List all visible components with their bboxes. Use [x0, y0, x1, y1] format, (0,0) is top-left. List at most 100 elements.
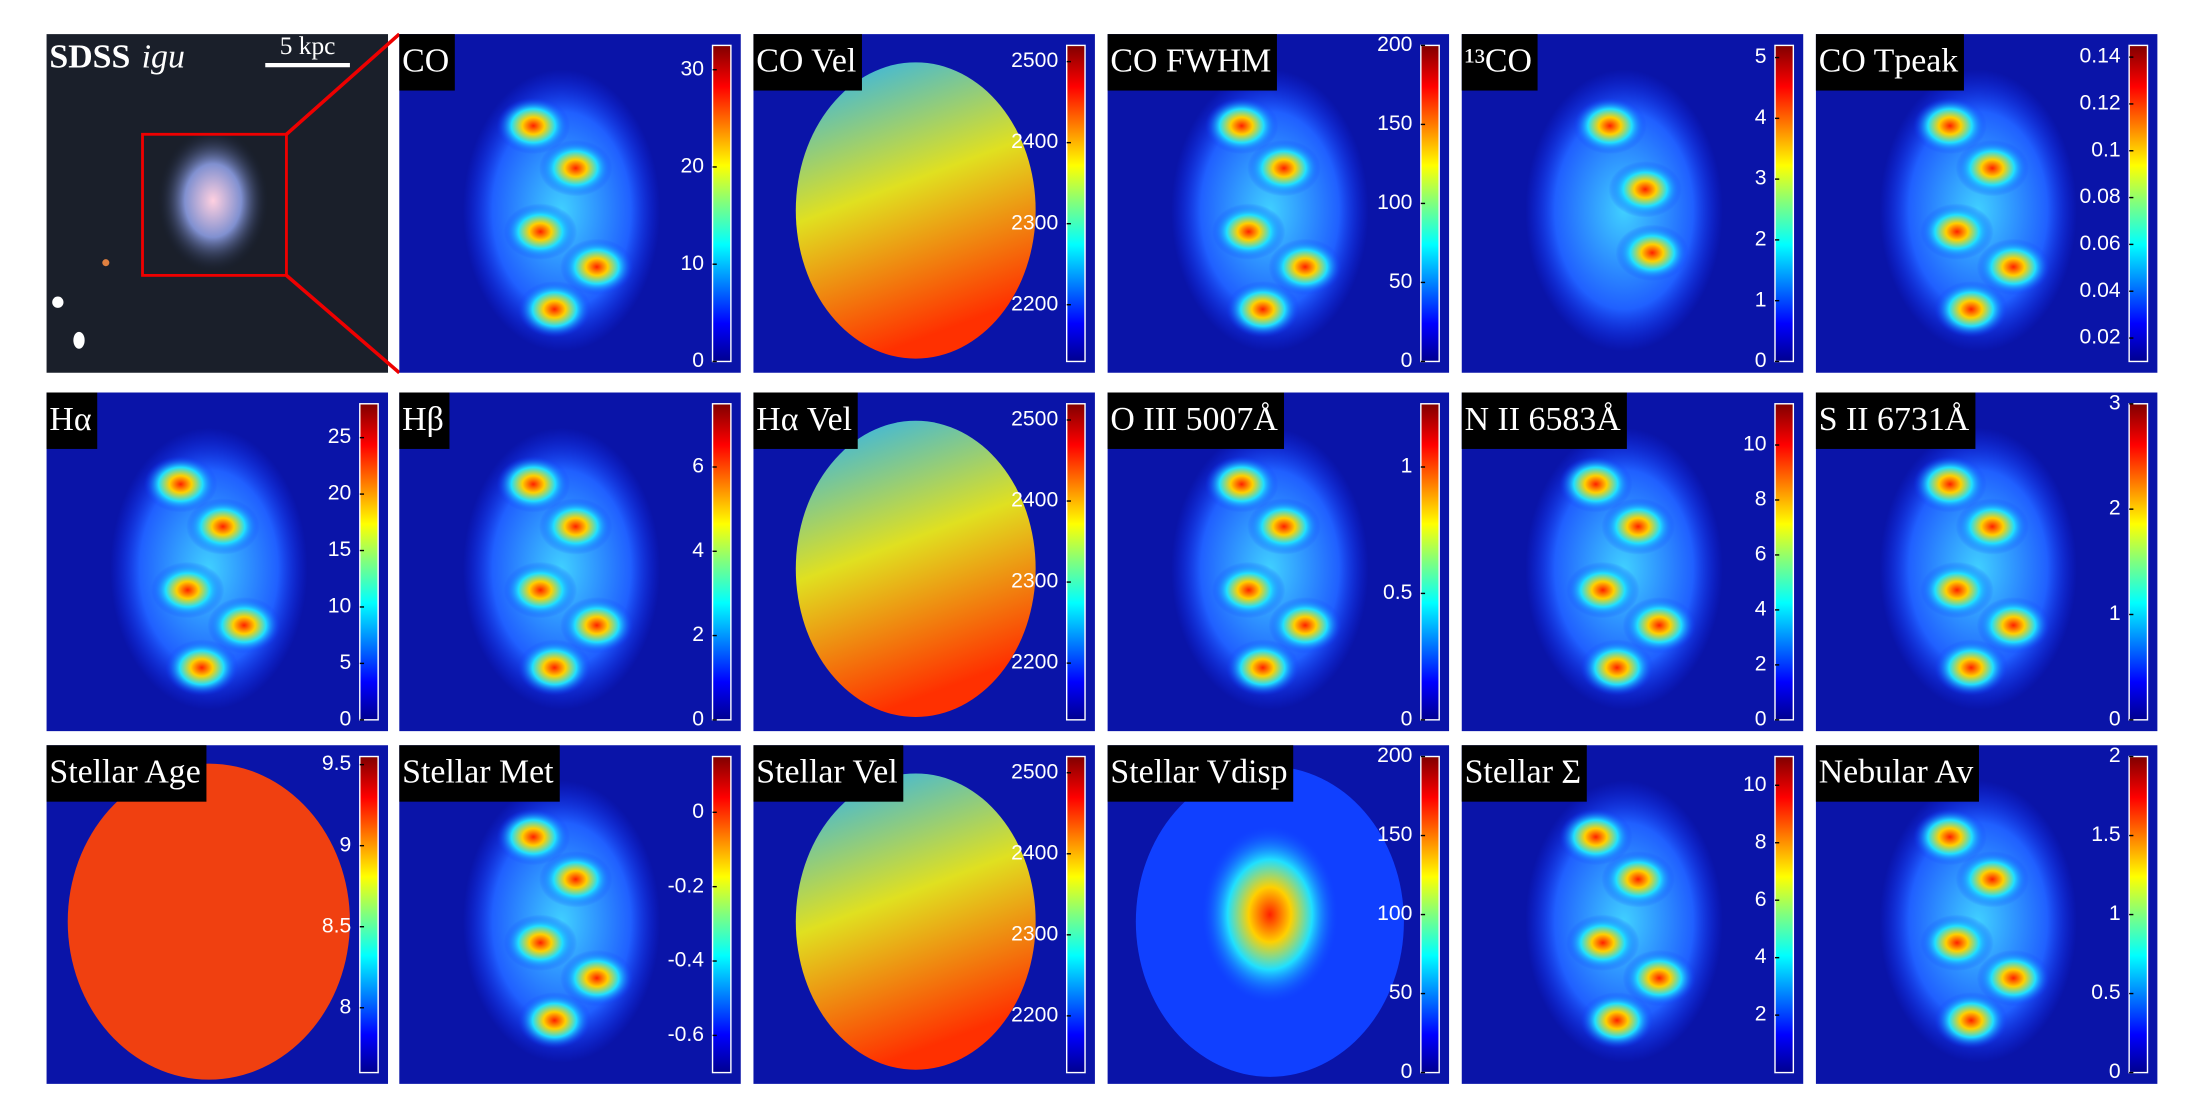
emission-blob — [517, 281, 592, 338]
core — [1199, 822, 1341, 1007]
colorbar-tick-label: 1 — [1755, 288, 1767, 311]
emission-blob — [503, 914, 578, 971]
panel: 0 50 100 150 200 Stellar Vdisp — [1107, 744, 1450, 1084]
emission-blob — [517, 639, 592, 696]
colorbar — [2128, 44, 2149, 363]
colorbar — [1774, 44, 1795, 363]
panel: 2200 2300 2400 2500 Hα Vel — [753, 392, 1095, 732]
colorbar-tick-label: 0 — [692, 707, 704, 730]
colorbar-tick-label: 2 — [1755, 1003, 1767, 1026]
colorbar-tick-label: 0 — [1401, 707, 1413, 730]
colorbar-tick-label: 10 — [1743, 433, 1767, 456]
emission-blob — [1622, 597, 1696, 654]
emission-blob — [1204, 455, 1279, 513]
colorbar-tick-label: 2 — [2109, 744, 2121, 767]
emission-blob — [1934, 281, 2008, 338]
colorbar — [1065, 755, 1086, 1074]
scale-bar-label: 5 kpc — [280, 32, 336, 60]
emission-blob — [560, 949, 634, 1007]
colorbar-tick-label: -0.2 — [668, 874, 704, 897]
zoom-line — [285, 274, 401, 375]
colorbar — [359, 755, 379, 1074]
panel-title: Stellar Met — [402, 754, 554, 791]
colorbar-tick-label: 0.5 — [2091, 981, 2120, 1004]
title-background — [1107, 392, 1285, 449]
emission-blob — [1268, 597, 1342, 654]
map-image — [1461, 392, 1804, 732]
colorbar-tick-label: 2200 — [1011, 651, 1058, 674]
title-background — [399, 392, 450, 449]
title-background — [753, 745, 904, 802]
title-background — [1461, 745, 1587, 802]
colorbar-tick-label: 1.5 — [2091, 823, 2120, 846]
emission-blob — [1608, 161, 1682, 218]
emission-blob — [1934, 639, 2008, 696]
star — [52, 296, 64, 308]
map-image — [399, 392, 741, 732]
colorbar-tick-label: 20 — [328, 482, 352, 505]
title-background — [753, 392, 858, 449]
colorbar — [711, 755, 732, 1074]
emission-blob — [207, 597, 281, 654]
title-background — [46, 745, 207, 802]
colorbar-tick-label: 0.04 — [2079, 279, 2120, 302]
zoom-box — [141, 132, 288, 277]
colorbar-tick-label: 0 — [1755, 349, 1767, 372]
emission-blob — [1913, 808, 1987, 866]
colorbar — [2128, 403, 2149, 721]
emission-blob — [1976, 238, 2051, 296]
title-background — [1107, 745, 1294, 802]
map-image — [1461, 745, 1804, 1084]
colorbar-tick-label: 0 — [692, 349, 704, 372]
colorbar-tick-label: 0.14 — [2079, 45, 2120, 68]
colorbar-tick-label: 1 — [1401, 455, 1413, 478]
panel-title: Hβ — [402, 401, 444, 438]
colorbar-tick-label: 50 — [1389, 981, 1413, 1004]
colorbar-tick-label: 8 — [340, 995, 352, 1018]
colorbar-tick-label: 2 — [1755, 652, 1767, 675]
colorbar-tick-label: 9 — [340, 833, 352, 856]
emission-blob — [1934, 992, 2008, 1049]
emission-blob — [1976, 949, 2051, 1007]
colorbar-tick-label: 2500 — [1011, 49, 1058, 72]
emission-blob — [1247, 498, 1321, 555]
colorbar-tick-label: 30 — [681, 57, 705, 80]
title-text: SDSS — [49, 38, 130, 75]
colorbar-tick-label: 0.5 — [1383, 581, 1412, 604]
colorbar-tick-label: 0 — [2109, 707, 2121, 730]
colorbar-tick-label: 200 — [1377, 33, 1412, 56]
colorbar-tick-label: 150 — [1377, 823, 1412, 846]
emission-blob — [1226, 639, 1300, 696]
panel: 0 0.5 1 1.5 2 Nebular Av — [1815, 744, 2158, 1084]
colorbar-tick-label: 0.1 — [2091, 138, 2120, 161]
panel: 5 kpc SDSS igu — [46, 32, 401, 375]
title-italic: igu — [142, 38, 185, 75]
colorbar-tick-label: 50 — [1389, 270, 1413, 293]
colorbar-tick-label: 0.08 — [2079, 185, 2120, 208]
emission-blob — [1566, 914, 1640, 971]
colorbar-tick-label: 5 — [1755, 45, 1767, 68]
colorbar-tick-label: 3 — [1755, 167, 1767, 190]
panel-title: O III 5007Å — [1110, 401, 1278, 438]
panel-title: Stellar Σ — [1465, 754, 1582, 791]
panel: 0 10 20 30 CO — [399, 34, 741, 373]
colorbar-tick-label: 2300 — [1011, 922, 1058, 945]
colorbar-tick-label: 0 — [340, 707, 352, 730]
colorbar-tick-label: 2 — [2109, 497, 2121, 520]
emission-blob — [1268, 238, 1342, 296]
map-image — [399, 34, 741, 373]
colorbar-tick-label: 0 — [1401, 349, 1413, 372]
emission-blob — [1615, 224, 1689, 282]
colorbar-tick-label: 100 — [1377, 902, 1412, 925]
emission-blob — [1226, 281, 1300, 338]
emission-blob — [1976, 597, 2051, 654]
colorbar-tick-label: 6 — [1755, 543, 1767, 566]
colorbar-tick-label: 20 — [681, 155, 705, 178]
map-image — [1815, 392, 2158, 732]
emission-blob — [1580, 639, 1654, 696]
colorbar-tick-label: 0.06 — [2079, 232, 2120, 255]
emission-blob — [1601, 851, 1675, 908]
emission-blob — [1580, 992, 1654, 1049]
colorbar-tick-label: 2300 — [1011, 570, 1058, 593]
panel-title: CO FWHM — [1110, 43, 1271, 80]
